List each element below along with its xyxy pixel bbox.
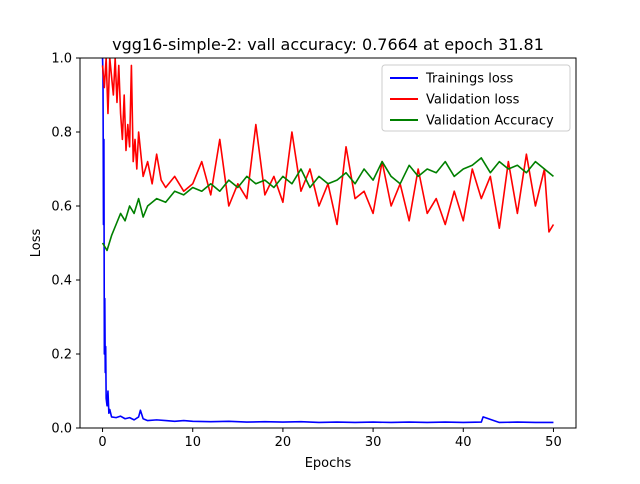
legend: Trainings loss Validation loss Validation … (381, 64, 571, 132)
y-tick-label: 0.0 (51, 422, 72, 437)
x-tick-label: 50 (545, 435, 562, 450)
x-tick-label: 0 (98, 435, 106, 450)
y-axis-label: Loss (29, 229, 44, 258)
chart-title: vgg16-simple-2: vall accuracy: 0.7664 at… (112, 35, 544, 54)
series-layer (101, 58, 555, 424)
series-line-2 (101, 58, 555, 233)
x-tick-label: 40 (455, 435, 472, 450)
legend-label: Trainings loss (425, 72, 514, 87)
legend-label: Validation loss (426, 93, 520, 108)
legend-box (381, 64, 571, 132)
plot-frame (79, 57, 577, 429)
legend-label: Validation Accuracy (426, 114, 554, 129)
x-tick-label: 20 (275, 435, 292, 450)
x-tick-label: 30 (365, 435, 382, 450)
y-tick-label: 0.6 (51, 200, 72, 215)
x-axis-label: Epochs (305, 456, 352, 471)
x-tick-label: 10 (184, 435, 201, 450)
y-tick-label: 0.2 (51, 348, 72, 363)
series-line-1 (101, 58, 554, 424)
series-line-3 (101, 157, 554, 252)
y-axis: 0.0 0.2 0.4 0.6 0.8 1.0 (51, 52, 80, 437)
y-tick-label: 1.0 (51, 52, 72, 67)
x-axis: 0 10 20 30 40 50 (98, 428, 562, 450)
y-tick-label: 0.8 (51, 126, 72, 141)
y-tick-label: 0.4 (51, 274, 72, 289)
